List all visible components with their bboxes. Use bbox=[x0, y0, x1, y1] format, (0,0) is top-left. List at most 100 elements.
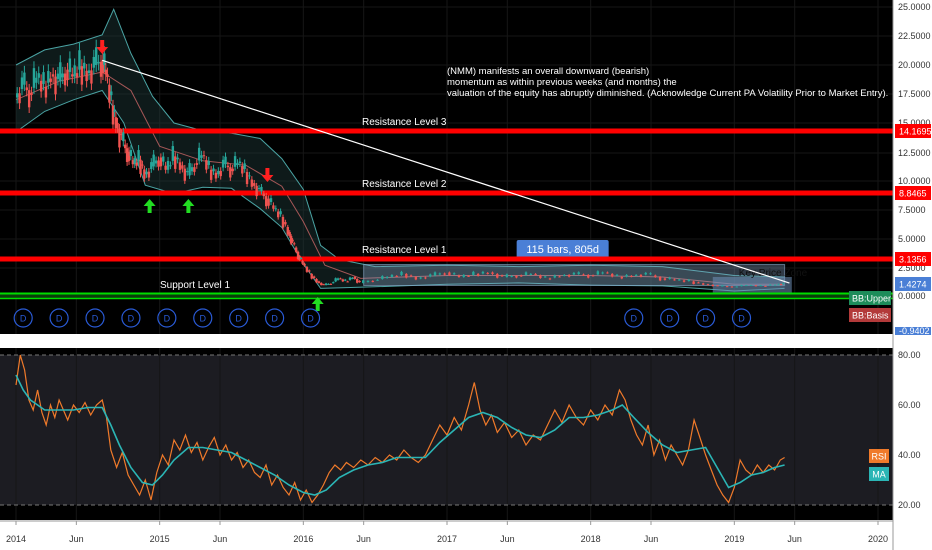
price-tick-label: 2.5000 bbox=[898, 263, 926, 273]
bb-upper-line bbox=[15, 8, 785, 278]
candle-body bbox=[171, 146, 175, 161]
dividend-marker-label: D bbox=[128, 314, 135, 324]
candle-body bbox=[68, 58, 72, 72]
candle-body bbox=[293, 243, 296, 245]
candle-body bbox=[253, 183, 256, 186]
candle-body bbox=[202, 155, 206, 157]
candle-body bbox=[773, 284, 777, 286]
candle-body bbox=[448, 272, 451, 276]
price-tick-label: 15.0000 bbox=[898, 118, 931, 128]
price-candles bbox=[15, 39, 785, 288]
price-tick-label: 0.0000 bbox=[898, 291, 926, 301]
candle-body bbox=[317, 281, 321, 283]
candle-body bbox=[274, 208, 277, 210]
candle-body bbox=[181, 165, 184, 169]
dividend-marker[interactable] bbox=[229, 308, 249, 328]
candle-body bbox=[118, 128, 121, 148]
dividend-marker[interactable] bbox=[85, 308, 105, 328]
candle-body bbox=[145, 171, 148, 175]
downtrend-line[interactable] bbox=[102, 59, 790, 284]
candle-body bbox=[346, 281, 349, 283]
price-tick-label: 5.0000 bbox=[898, 234, 926, 244]
dividend-marker-label: D bbox=[307, 314, 314, 324]
candle-body bbox=[111, 105, 115, 125]
candle-body bbox=[188, 163, 191, 176]
candle-body bbox=[663, 278, 667, 280]
candle-body bbox=[298, 256, 301, 260]
candle-body bbox=[351, 277, 354, 279]
candle-body bbox=[625, 274, 628, 277]
dividend-marker[interactable] bbox=[624, 308, 644, 328]
candle-body bbox=[353, 276, 357, 279]
candle-body bbox=[276, 211, 280, 218]
dividend-marker-label: D bbox=[164, 314, 171, 324]
arrow-down-icon bbox=[96, 40, 109, 54]
resistance-level-label: Resistance Level 2 bbox=[362, 179, 447, 190]
resistance-level-label: Resistance Level 1 bbox=[362, 245, 447, 256]
candle-body bbox=[553, 275, 556, 278]
dividend-marker-label: D bbox=[92, 314, 99, 324]
price-tick-label: 12.5000 bbox=[898, 148, 931, 158]
candle-body bbox=[348, 277, 352, 280]
candle-body bbox=[133, 158, 136, 165]
candle-body bbox=[334, 278, 337, 282]
candle-body bbox=[299, 258, 303, 260]
dividend-marker-label: D bbox=[666, 314, 673, 324]
dividend-marker[interactable] bbox=[265, 308, 285, 328]
rsi-tag bbox=[869, 467, 889, 481]
candle-body bbox=[267, 198, 270, 206]
time-tick-label: Jun bbox=[213, 534, 228, 544]
dividend-marker[interactable] bbox=[193, 308, 213, 328]
candle-body bbox=[176, 157, 179, 160]
candle-body bbox=[233, 156, 237, 167]
candle-body bbox=[32, 68, 36, 88]
candle-body bbox=[152, 154, 155, 167]
price-scale-background bbox=[893, 0, 932, 550]
candle-body bbox=[42, 72, 45, 84]
candle-body bbox=[61, 73, 64, 78]
candle-body bbox=[178, 162, 182, 170]
candle-body bbox=[108, 84, 111, 103]
price-tick-label: 22.5000 bbox=[898, 31, 931, 41]
trendline[interactable] bbox=[102, 59, 790, 284]
price-tag-label: 1.4274 bbox=[899, 280, 927, 290]
dividend-marker[interactable] bbox=[731, 308, 752, 328]
candle-body bbox=[702, 283, 705, 285]
dividend-marker[interactable] bbox=[13, 308, 33, 328]
candle-body bbox=[269, 198, 273, 203]
dividend-marker[interactable] bbox=[157, 308, 177, 328]
dividend-marker[interactable] bbox=[695, 308, 716, 328]
dividend-marker[interactable] bbox=[300, 308, 321, 328]
candle-body bbox=[339, 278, 342, 280]
price-tag-label: 14.1695 bbox=[899, 127, 932, 137]
candle-body bbox=[193, 167, 196, 172]
time-tick-label: Jun bbox=[644, 534, 659, 544]
candle-body bbox=[66, 69, 69, 80]
candle-body bbox=[141, 164, 144, 166]
candle-body bbox=[634, 274, 638, 276]
candle-body bbox=[371, 280, 374, 282]
bottom-tag-label: -0.9402 bbox=[899, 326, 930, 336]
dividend-marker[interactable] bbox=[49, 308, 69, 328]
candle-body bbox=[92, 56, 96, 68]
candle-body bbox=[312, 276, 316, 278]
candle-body bbox=[534, 273, 537, 275]
candle-body bbox=[336, 278, 340, 280]
rsi-tag bbox=[869, 449, 889, 463]
candle-body bbox=[601, 272, 604, 274]
key-price-zone[interactable] bbox=[712, 276, 792, 293]
candle-body bbox=[558, 276, 561, 278]
candle-body bbox=[63, 73, 67, 86]
dividend-marker[interactable] bbox=[121, 308, 141, 328]
candle-body bbox=[529, 273, 533, 275]
candle-body bbox=[582, 274, 585, 276]
time-tick-label: 2018 bbox=[581, 534, 601, 544]
dividend-marker[interactable] bbox=[660, 308, 680, 328]
candle-body bbox=[238, 161, 242, 164]
candle-body bbox=[257, 188, 261, 190]
candle-body bbox=[143, 169, 146, 179]
rsi-tick-label: 40.00 bbox=[898, 450, 921, 460]
candle-body bbox=[291, 239, 294, 242]
candle-body bbox=[123, 144, 127, 149]
